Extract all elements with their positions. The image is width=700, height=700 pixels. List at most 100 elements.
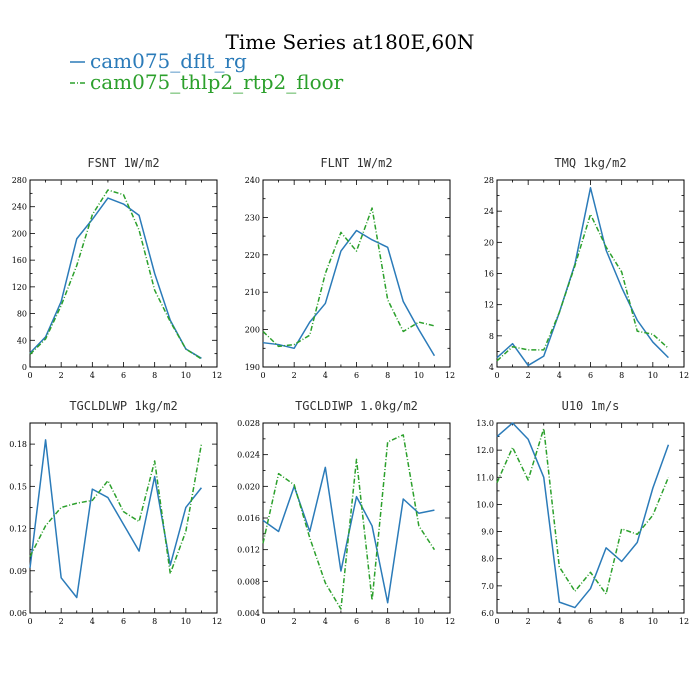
figure-title: Time Series at180E,60N: [226, 30, 475, 54]
x-tick-label: 4: [90, 371, 95, 380]
panels: FSNT 1W/m20 2 4 6 8 10 1204080120160200240280F…: [9, 156, 689, 626]
y-tick-label: 9.0: [481, 528, 494, 537]
y-tick-label: 0.016: [237, 514, 260, 523]
x-tick-label: 4: [323, 617, 328, 626]
y-tick-label: 10.0: [476, 500, 494, 509]
y-tick-label: 20: [484, 238, 494, 247]
x-tick-label: 2: [59, 371, 64, 380]
x-tick-label: 6: [354, 371, 359, 380]
x-tick-label: 6: [588, 371, 593, 380]
x-tick-label: 8: [152, 371, 157, 380]
y-tick-label: 0.028: [237, 419, 260, 428]
panel-title: TGCLDIWP 1.0kg/m2: [295, 399, 418, 413]
x-tick-label: 12: [212, 371, 222, 380]
x-tick-label: 0: [494, 617, 499, 626]
y-tick-label: 11.0: [476, 473, 494, 482]
y-tick-label: 40: [17, 336, 27, 345]
y-tick-label: 28: [484, 176, 494, 185]
y-tick-label: 8: [489, 332, 494, 341]
series-line-1: [29, 197, 202, 359]
y-tick-label: 160: [12, 256, 27, 265]
x-tick-label: 8: [152, 617, 157, 626]
y-tick-label: 7.0: [481, 582, 494, 591]
panel-title: U10 1m/s: [562, 399, 620, 413]
y-tick-label: 210: [245, 288, 260, 297]
y-tick-label: 4: [489, 363, 494, 372]
x-tick-label: 12: [679, 371, 689, 380]
y-tick-label: 80: [17, 310, 27, 319]
legend-label-1: cam075_dflt_rg: [90, 49, 247, 73]
plot-frame: [29, 179, 218, 368]
x-tick-label: 2: [526, 371, 531, 380]
x-tick-label: 6: [588, 617, 593, 626]
y-tick-label: 280: [12, 176, 27, 185]
y-tick-label: 0.12: [9, 525, 27, 534]
panel-6: U10 1m/s 0 2 4 6 8 10 12 6.0 7.0 8.0 9.0 10.0 11.0 12.…: [476, 399, 689, 626]
x-tick-label: 2: [526, 617, 531, 626]
x-tick-label: 12: [679, 617, 689, 626]
panel-4: TGCLDLWP 1kg/m2 0 2 4 6 8 10 12 0.06 0.09 0.12 0.15…: [9, 399, 222, 626]
panel-5: TGCLDIWP 1.0kg/m2 0 2 4 6 8 10 12 0.004 0.008 0.01…: [237, 399, 455, 626]
panel-title: FSNT 1W/m2: [87, 156, 159, 170]
y-tick-label: 240: [12, 203, 27, 212]
y-tick-label: 0.020: [237, 482, 260, 491]
y-tick-label: 0.012: [237, 546, 260, 555]
x-tick-label: 4: [557, 371, 562, 380]
panel-title: TMQ 1kg/m2: [554, 156, 626, 170]
y-tick-label: 0.18: [9, 440, 27, 449]
y-tick-label: 200: [12, 229, 27, 238]
plot-frame: [496, 179, 685, 368]
y-tick-label: 190: [245, 363, 260, 372]
y-tick-label: 220: [245, 251, 260, 260]
x-tick-label: 10: [648, 617, 658, 626]
y-tick-label: 0.06: [9, 609, 27, 618]
y-tick-label: 240: [245, 176, 260, 185]
x-tick-label: 2: [59, 617, 64, 626]
legend: cam075_dflt_rg cam075_thlp2_rtp2_floor: [70, 49, 344, 94]
x-tick-label: 12: [445, 617, 455, 626]
legend-label-2: cam075_thlp2_rtp2_floor: [90, 70, 344, 94]
y-tick-label: 0.09: [9, 567, 27, 576]
panel-title: TGCLDLWP 1kg/m2: [69, 399, 177, 413]
y-tick-label: 13.0: [476, 419, 494, 428]
x-tick-label: 8: [385, 617, 390, 626]
x-tick-label: 6: [121, 371, 126, 380]
series-line-2: [29, 189, 202, 360]
x-tick-label: 12: [445, 371, 455, 380]
x-tick-label: 6: [354, 617, 359, 626]
x-tick-label: 8: [619, 371, 624, 380]
panel-2: FLNT 1W/m2 0 2 4 6 8 10 12 190 200 210 220 230 240: [245, 156, 455, 380]
x-tick-label: 4: [323, 371, 328, 380]
y-tick-label: 0.008: [237, 577, 260, 586]
series-line-1: [496, 187, 669, 367]
x-tick-label: 2: [292, 371, 297, 380]
x-tick-label: 10: [414, 617, 424, 626]
series-line-1: [496, 422, 670, 609]
x-tick-label: 8: [385, 371, 390, 380]
series-line-2: [262, 207, 435, 348]
series-line-1: [262, 229, 436, 357]
y-tick-label: 120: [12, 283, 27, 292]
y-tick-label: 6.0: [481, 609, 494, 618]
panel-title: FLNT 1W/m2: [320, 156, 392, 170]
plot-frame: [496, 422, 685, 614]
x-tick-label: 4: [90, 617, 95, 626]
x-tick-label: 10: [181, 617, 191, 626]
series-line-2: [496, 213, 669, 362]
y-tick-label: 0: [22, 363, 27, 372]
x-tick-label: 0: [27, 617, 32, 626]
series-line-1: [29, 439, 203, 599]
y-tick-label: 0.004: [237, 609, 260, 618]
x-tick-label: 0: [27, 371, 32, 380]
series-line-1: [262, 466, 435, 604]
series-line-2: [29, 443, 203, 575]
y-tick-label: 200: [245, 326, 260, 335]
y-tick-label: 24: [484, 207, 494, 216]
x-tick-label: 4: [557, 617, 562, 626]
y-tick-label: 0.024: [237, 451, 260, 460]
x-tick-label: 6: [121, 617, 126, 626]
series-line-2: [496, 427, 670, 595]
